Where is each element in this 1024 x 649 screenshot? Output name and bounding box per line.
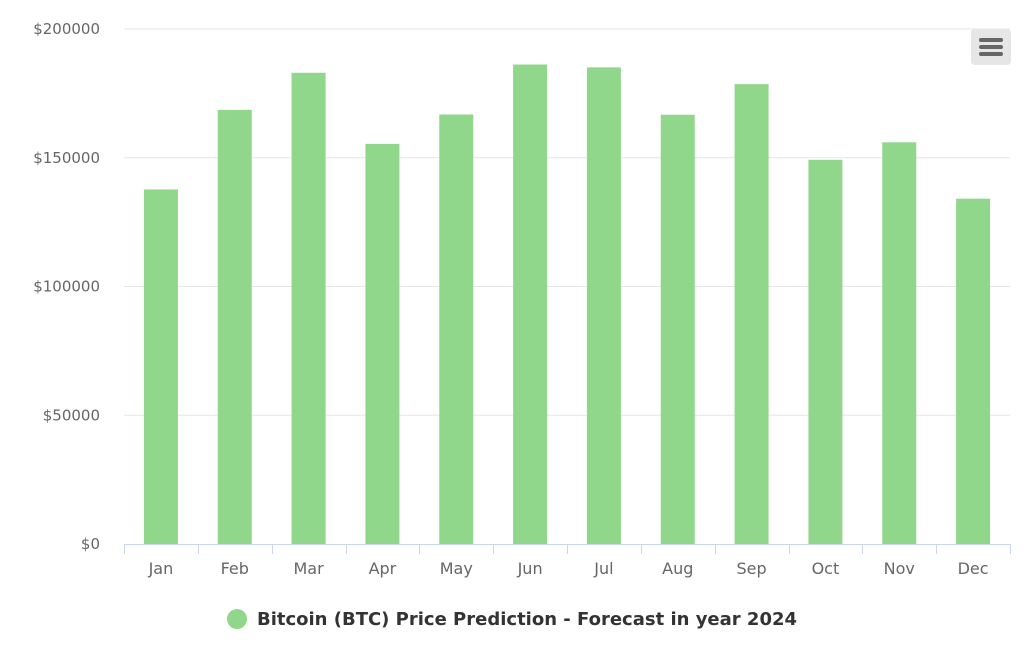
- x-tick-label: Nov: [884, 559, 915, 578]
- bar-jul[interactable]: [586, 67, 621, 545]
- y-tick-label: $200000: [33, 20, 100, 38]
- x-tick-label: Dec: [958, 559, 989, 578]
- chart-menu-button[interactable]: [971, 29, 1011, 65]
- y-tick-label: $50000: [43, 406, 100, 424]
- x-tick-label: Oct: [812, 559, 840, 578]
- x-tick-label: Jan: [148, 559, 174, 578]
- bar-nov[interactable]: [882, 142, 917, 545]
- grid-lines: [124, 28, 1010, 416]
- bar-feb[interactable]: [217, 109, 252, 544]
- legend: Bitcoin (BTC) Price Prediction - Forecas…: [0, 606, 1024, 632]
- y-axis-labels: $0 $50000 $100000 $150000 $200000: [33, 20, 100, 553]
- x-tick-label: Jun: [517, 559, 543, 578]
- legend-item[interactable]: Bitcoin (BTC) Price Prediction - Forecas…: [226, 608, 798, 630]
- y-tick-label: $0: [81, 535, 100, 553]
- x-tick-label: Apr: [369, 559, 397, 578]
- x-axis-labels: Jan Feb Mar Apr May Jun Jul Aug Sep Oct Nov Dec: [148, 559, 989, 578]
- bar-apr[interactable]: [365, 143, 400, 544]
- bars: [143, 64, 991, 545]
- bar-oct[interactable]: [808, 159, 843, 544]
- legend-label: Bitcoin (BTC) Price Prediction - Forecas…: [256, 608, 798, 630]
- hamburger-menu-icon-line: [979, 52, 1003, 56]
- bar-jan[interactable]: [143, 189, 178, 545]
- y-tick-label: $100000: [33, 278, 100, 296]
- bar-aug[interactable]: [660, 114, 695, 544]
- legend-symbol: [226, 609, 247, 629]
- x-tick-label: Mar: [293, 559, 324, 578]
- bar-dec[interactable]: [956, 198, 991, 544]
- x-tick-label: Feb: [221, 559, 249, 578]
- bar-mar[interactable]: [291, 72, 326, 545]
- bar-jun[interactable]: [513, 64, 548, 544]
- x-tick-label: Aug: [662, 559, 693, 578]
- hamburger-menu-icon-line: [979, 45, 1003, 49]
- x-axis: [124, 544, 1011, 554]
- x-tick-label: Sep: [737, 559, 767, 578]
- bar-may[interactable]: [439, 114, 474, 545]
- bar-sep[interactable]: [734, 84, 769, 544]
- hamburger-menu-icon: [979, 38, 1003, 42]
- y-tick-label: $150000: [33, 149, 100, 167]
- x-tick-label: Jul: [593, 559, 613, 578]
- x-tick-label: May: [440, 559, 473, 578]
